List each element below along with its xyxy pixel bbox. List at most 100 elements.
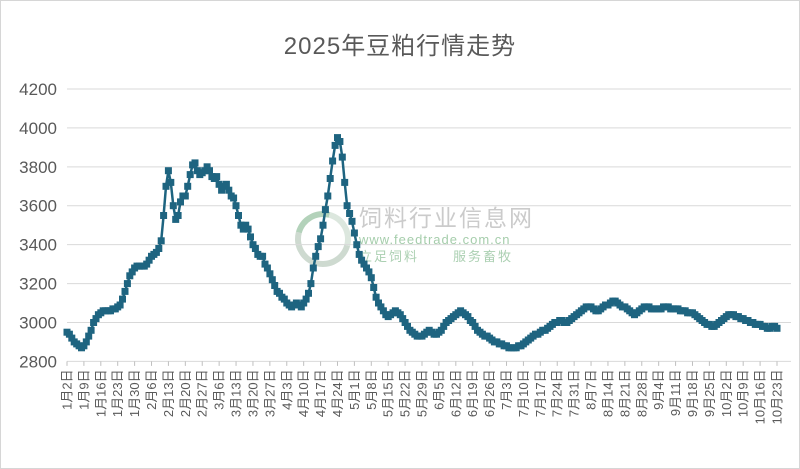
series-marker (263, 264, 271, 272)
series-marker (145, 256, 153, 264)
x-axis-label: 4月3日 (279, 369, 294, 409)
x-axis-label: 5月1日 (347, 369, 362, 409)
x-axis-label: 6月19日 (465, 369, 480, 417)
x-axis-label: 9月4日 (651, 369, 666, 409)
x-axis-label: 5月15日 (381, 369, 396, 417)
series-marker (331, 141, 339, 149)
x-axis-label: 4月17日 (313, 369, 328, 417)
series-marker (169, 202, 177, 210)
x-axis-label: 7月24日 (550, 369, 565, 417)
watermark-slogan-right: 服务畜牧 (453, 249, 514, 264)
series-marker (68, 334, 76, 342)
series-marker (276, 289, 283, 297)
series-marker (244, 225, 252, 233)
series-marker (152, 248, 160, 256)
series-marker (358, 256, 366, 264)
x-axis-label: 9月18日 (685, 369, 700, 417)
series-marker (363, 264, 370, 272)
y-axis-label: 2800 (19, 352, 57, 371)
series-marker (370, 284, 378, 291)
series-marker (126, 272, 134, 280)
series-marker (128, 268, 136, 276)
chart-title: 2025年豆粕行情走势 (283, 33, 517, 60)
series-marker (377, 303, 385, 311)
series-marker (319, 221, 327, 229)
x-axis-label: 8月28日 (634, 369, 649, 417)
series-marker (215, 180, 223, 188)
x-axis-label: 10月9日 (736, 369, 751, 417)
series-marker (343, 202, 351, 210)
series-marker (172, 215, 180, 223)
series-marker (360, 260, 368, 268)
series-marker (280, 295, 288, 303)
series-marker (302, 295, 310, 303)
series-marker (341, 178, 349, 186)
series-marker (82, 338, 90, 346)
x-axis-label: 7月17日 (533, 369, 548, 417)
series-marker (160, 212, 168, 219)
x-axis-label: 3月6日 (212, 369, 227, 409)
series-marker (372, 293, 380, 301)
series-marker (271, 282, 279, 289)
x-axis-label: 6月5日 (431, 369, 446, 409)
series-marker (329, 157, 337, 165)
series-marker (367, 274, 375, 282)
series-marker (317, 235, 325, 243)
series-marker (119, 295, 126, 303)
series-line (66, 134, 778, 350)
series-marker (437, 326, 445, 334)
series-marker (184, 182, 192, 190)
x-axis-label: 6月12日 (448, 369, 463, 417)
x-axis-label: 7月10日 (516, 369, 531, 417)
series-marker (334, 134, 341, 142)
y-axis-label: 3600 (19, 197, 57, 216)
series-marker (464, 313, 472, 321)
x-axis-label: 1月23日 (110, 369, 125, 417)
series-marker (266, 270, 274, 278)
series-marker (177, 198, 184, 206)
x-axis-label: 1月9日 (76, 369, 91, 409)
x-axis-label: 8月14日 (600, 369, 615, 417)
series-marker (401, 319, 409, 326)
watermark-text: 饲料行业信息网 www.feedtrade.com.cn 立足饲料 服务畜牧 (359, 207, 534, 264)
x-axis-label: 2月27日 (195, 369, 210, 417)
series-marker (399, 315, 407, 323)
series-marker (338, 153, 346, 161)
series-marker (162, 182, 170, 190)
series-marker (121, 287, 129, 295)
x-axis-label: 4月24日 (330, 369, 345, 417)
series-marker (167, 178, 175, 186)
series-marker (206, 167, 213, 175)
series-marker (164, 167, 172, 175)
series-marker (186, 171, 194, 179)
series-marker (235, 212, 242, 219)
y-axis-label: 3200 (19, 275, 57, 294)
series-marker (365, 268, 373, 276)
x-axis-label: 6月26日 (482, 369, 497, 417)
series-marker (469, 319, 477, 326)
series-marker (353, 241, 361, 249)
y-axis-label: 4000 (19, 119, 57, 138)
series-marker (92, 315, 100, 323)
y-axis-label: 3000 (19, 313, 57, 332)
y-axis-label: 3800 (19, 158, 57, 177)
x-axis-label: 3月13日 (229, 369, 244, 417)
series-marker (193, 167, 201, 175)
series-marker (773, 324, 781, 332)
x-axis-label: 7月3日 (499, 369, 514, 409)
watermark: 饲料行业信息网 www.feedtrade.com.cn 立足饲料 服务畜牧 (284, 200, 534, 278)
series-marker (143, 260, 151, 268)
series-marker (336, 138, 344, 145)
series-marker (157, 237, 165, 245)
series-marker (379, 307, 387, 315)
series-marker (268, 276, 276, 284)
x-axis-label: 4月10日 (296, 369, 311, 417)
series-marker (307, 280, 315, 288)
x-axis-label: 8月21日 (617, 369, 632, 417)
x-axis-label: 8月7日 (584, 369, 599, 409)
series-marker (155, 245, 163, 252)
series-marker (326, 175, 334, 182)
series-marker (230, 194, 238, 202)
series-marker (251, 245, 259, 252)
